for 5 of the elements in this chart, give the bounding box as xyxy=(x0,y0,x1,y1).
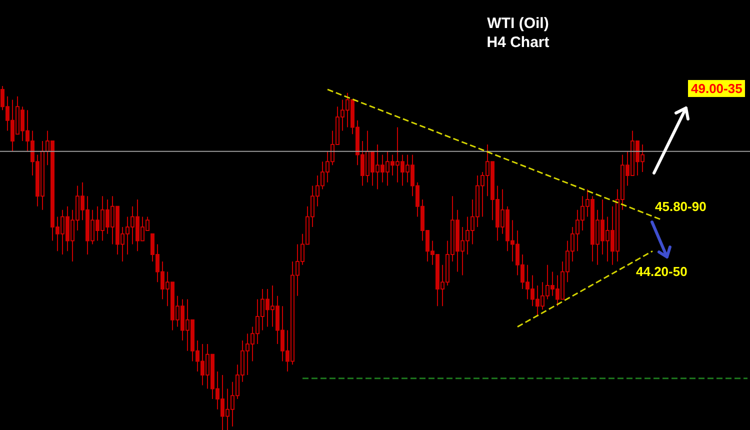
annotation: 44.20-50 xyxy=(636,264,688,279)
annotation: 45.80-90 xyxy=(655,199,706,214)
annotation: 49.00-35 xyxy=(688,80,746,97)
chart-subtitle: H4 Chart xyxy=(486,34,550,51)
chart-title: WTI (Oil) xyxy=(487,15,549,32)
